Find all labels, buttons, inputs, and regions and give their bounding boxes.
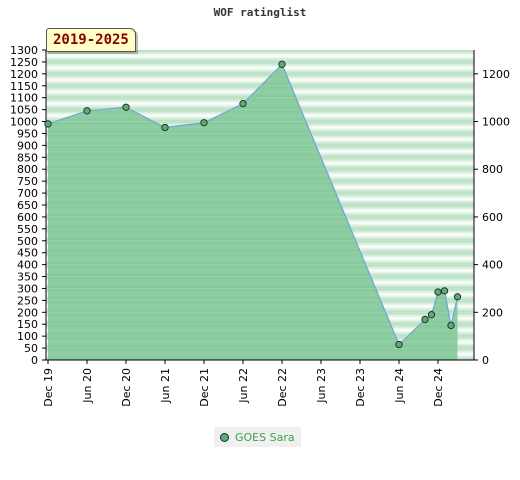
data-point xyxy=(239,100,247,108)
y-left-tick-label: 1050 xyxy=(10,104,38,117)
y-left-tick-label: 850 xyxy=(17,151,38,164)
y-left-tick-label: 600 xyxy=(17,211,38,224)
y-left-tick-label: 350 xyxy=(17,271,38,284)
y-left-tick-label: 200 xyxy=(17,306,38,319)
y-left-tick-label: 250 xyxy=(17,294,38,307)
data-point xyxy=(421,315,429,324)
y-left-tick-label: 750 xyxy=(17,175,38,188)
y-right-tick-label: 0 xyxy=(482,354,489,367)
y-left-tick-label: 0 xyxy=(31,354,38,367)
x-tick-label: Dec 23 xyxy=(354,368,367,407)
data-point xyxy=(278,60,286,68)
x-tick-label: Dec 19 xyxy=(42,368,55,407)
data-point xyxy=(440,287,449,295)
y-left-tick-label: 550 xyxy=(17,223,38,236)
data-point xyxy=(200,119,208,127)
data-point xyxy=(161,123,169,132)
y-right-tick-label: 1200 xyxy=(482,68,510,81)
x-tick-label: Jun 20 xyxy=(81,368,94,404)
x-tick-label: Jun 22 xyxy=(237,368,250,404)
x-tick-label: Dec 21 xyxy=(198,368,211,407)
y-left-tick-label: 1100 xyxy=(10,92,38,105)
y-left-tick-label: 500 xyxy=(17,235,38,248)
legend-label: GOES Sara xyxy=(235,430,295,444)
y-right-tick-label: 1000 xyxy=(482,116,510,129)
y-left-tick-label: 1300 xyxy=(10,44,38,57)
data-point xyxy=(427,311,436,319)
data-point xyxy=(434,288,442,296)
y-left-tick-label: 50 xyxy=(24,342,38,355)
x-tick-label: Jun 21 xyxy=(159,368,172,404)
y-left-tick-label: 1250 xyxy=(10,56,38,69)
period-badge: 2019-2025 xyxy=(46,28,136,52)
y-left-tick-label: 800 xyxy=(17,163,38,176)
y-right-tick-label: 400 xyxy=(482,259,503,272)
y-left-tick-label: 300 xyxy=(17,282,38,295)
x-tick-label: Dec 20 xyxy=(120,368,133,407)
data-point xyxy=(447,321,455,330)
x-tick-label: Dec 22 xyxy=(276,368,289,407)
data-point xyxy=(122,103,130,111)
y-right-tick-label: 800 xyxy=(482,163,503,176)
x-tick-label: Jun 24 xyxy=(393,368,406,404)
y-left-tick-label: 700 xyxy=(17,187,38,200)
background-band xyxy=(46,73,474,86)
background-band xyxy=(46,61,474,74)
legend-marker-icon xyxy=(220,432,229,442)
y-left-tick-label: 1200 xyxy=(10,68,38,81)
data-point xyxy=(395,340,403,349)
y-left-tick-label: 150 xyxy=(17,318,38,331)
y-left-tick-label: 450 xyxy=(17,247,38,260)
y-left-tick-label: 900 xyxy=(17,139,38,152)
y-left-tick-label: 650 xyxy=(17,199,38,212)
y-left-tick-label: 1000 xyxy=(10,116,38,129)
data-point xyxy=(453,293,462,301)
y-left-tick-label: 1150 xyxy=(10,80,38,93)
y-right-tick-label: 200 xyxy=(482,306,503,319)
data-point xyxy=(83,107,91,115)
legend[interactable]: GOES Sara xyxy=(214,427,301,447)
background-band xyxy=(46,50,474,62)
x-tick-label: Jun 23 xyxy=(315,368,328,404)
y-left-tick-label: 100 xyxy=(17,330,38,343)
chart-title: WOF ratinglist xyxy=(213,6,307,19)
data-point xyxy=(44,120,52,128)
x-tick-label: Dec 24 xyxy=(432,368,445,407)
y-left-tick-label: 950 xyxy=(17,127,38,140)
series-area xyxy=(48,64,458,361)
y-left-tick-label: 400 xyxy=(17,259,38,272)
y-right-tick-label: 600 xyxy=(482,211,503,224)
